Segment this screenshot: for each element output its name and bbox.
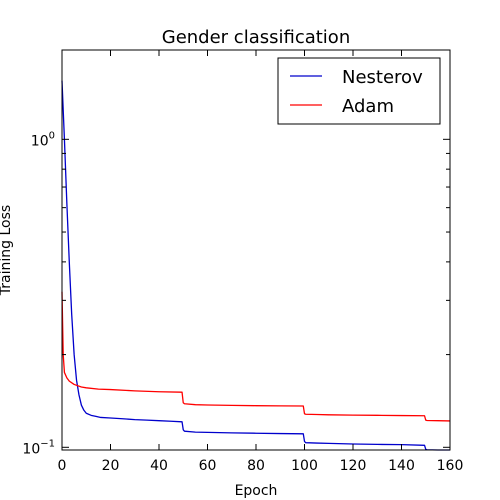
legend-box (277, 57, 441, 125)
x-tick-label: 160 (437, 458, 464, 474)
y-tick-label: 10−1 (22, 438, 55, 457)
x-tick-label: 140 (388, 458, 415, 474)
x-axis-label: Epoch (235, 483, 278, 499)
chart-title: Gender classification (162, 27, 350, 48)
series-layer (61, 80, 451, 451)
x-tick-label: 0 (58, 458, 67, 474)
x-tick-label: 80 (247, 458, 265, 474)
x-tick-label: 100 (291, 458, 318, 474)
y-axis-label: Training Loss (0, 205, 14, 296)
x-tick-label: 60 (199, 458, 217, 474)
legend: Nesterov Adam (277, 57, 441, 125)
x-tick-label: 120 (340, 458, 367, 474)
plot-frame (61, 49, 451, 451)
series-line-adam (61, 291, 451, 422)
tick-layer: 0 20 40 60 80 100 120 140 160 100 10−1 (22, 50, 463, 474)
series-line-nesterov (61, 80, 450, 451)
y-tick-label: 100 (31, 130, 55, 149)
x-tick-label: 40 (150, 458, 168, 474)
x-tick-label: 20 (102, 458, 120, 474)
legend-label-nesterov: Nesterov (342, 67, 423, 88)
legend-label-adam: Adam (342, 96, 394, 117)
